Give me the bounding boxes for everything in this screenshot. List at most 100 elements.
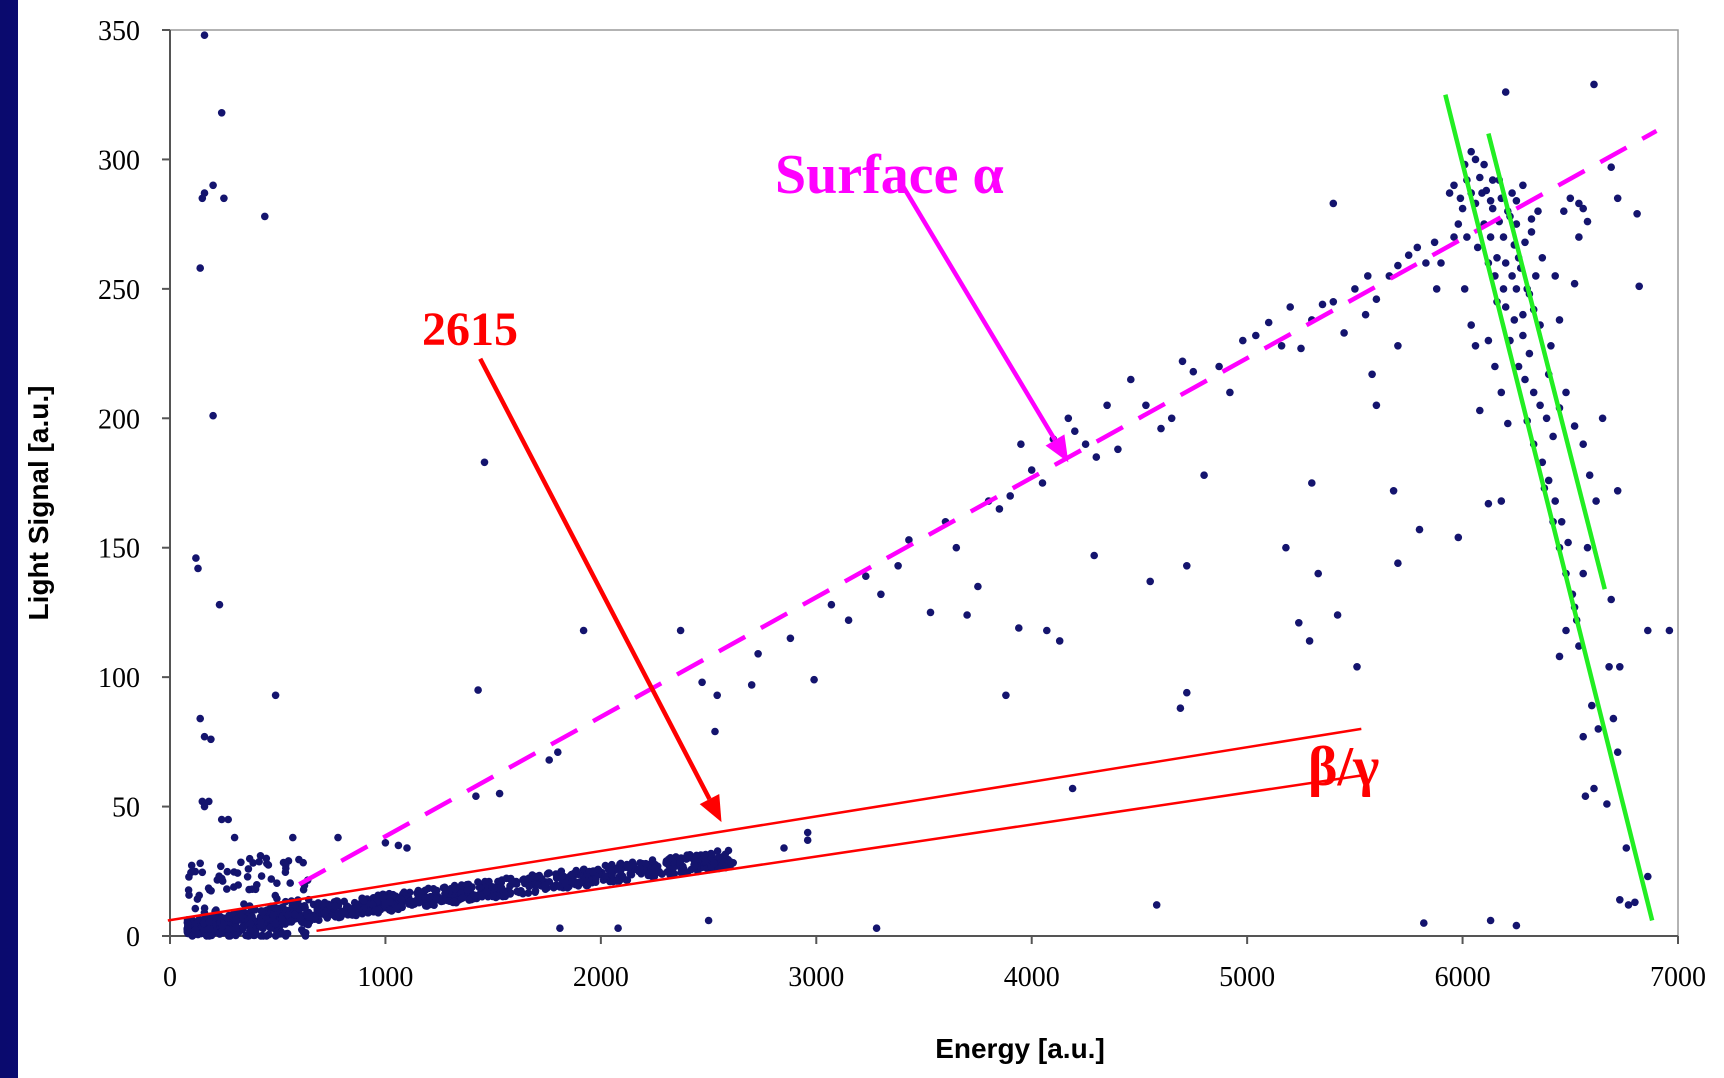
data-point — [1622, 844, 1631, 852]
data-point — [1445, 189, 1454, 197]
data-point — [1497, 497, 1506, 505]
data-point — [724, 846, 733, 855]
data-point — [1043, 626, 1051, 635]
data-point — [271, 920, 280, 928]
data-point — [713, 847, 722, 855]
data-point — [691, 862, 699, 870]
data-point — [1152, 901, 1161, 909]
data-point — [754, 650, 762, 658]
data-point — [240, 900, 248, 908]
data-point — [196, 264, 204, 272]
data-point — [470, 891, 479, 900]
data-point — [642, 859, 650, 868]
data-point — [271, 932, 280, 940]
data-point — [205, 932, 213, 940]
data-point — [1547, 342, 1555, 350]
data-point — [905, 536, 913, 544]
data-point — [1264, 318, 1273, 327]
data-point — [1579, 569, 1587, 578]
data-point — [264, 861, 273, 869]
data-point — [417, 889, 426, 898]
data-point — [1665, 626, 1674, 635]
data-point — [1605, 663, 1613, 671]
data-point — [474, 686, 482, 694]
data-point — [188, 932, 197, 940]
data-point — [200, 732, 209, 741]
data-point — [220, 194, 228, 203]
data-point — [313, 906, 322, 914]
data-point — [1512, 197, 1521, 205]
data-point — [676, 626, 685, 635]
data-point — [1598, 414, 1607, 423]
data-point — [1486, 233, 1495, 241]
data-point — [1454, 533, 1463, 542]
data-point — [534, 881, 542, 889]
y-tick-label: 100 — [98, 663, 140, 694]
data-point — [872, 924, 881, 932]
data-point — [289, 833, 297, 842]
data-point — [1588, 701, 1596, 710]
data-point — [267, 875, 276, 883]
data-point — [1142, 401, 1150, 410]
data-point — [1616, 663, 1624, 671]
data-point — [747, 681, 756, 689]
data-point — [262, 854, 271, 863]
data-point — [1467, 147, 1475, 156]
data-point — [556, 883, 564, 891]
data-point — [1603, 800, 1611, 808]
data-point — [613, 877, 621, 885]
data-point — [1476, 406, 1484, 415]
data-point — [497, 878, 506, 887]
data-point — [278, 930, 287, 938]
data-point — [1333, 611, 1342, 619]
data-point — [1432, 285, 1441, 293]
data-point — [415, 898, 423, 907]
data-point — [296, 913, 304, 921]
data-point — [786, 634, 795, 643]
data-point — [1493, 253, 1501, 262]
line-2615-arrow-head — [699, 793, 722, 823]
data-point — [1314, 569, 1322, 578]
data-point — [1512, 921, 1521, 930]
data-point — [1519, 331, 1527, 340]
data-point — [963, 611, 971, 619]
data-point — [206, 924, 214, 932]
data-point — [1519, 181, 1527, 190]
data-point — [894, 562, 902, 570]
x-tick-label: 7000 — [1650, 962, 1706, 993]
data-point — [650, 872, 659, 881]
data-point — [1609, 714, 1618, 723]
data-point — [1460, 285, 1469, 293]
data-point — [205, 797, 213, 806]
data-point — [1404, 251, 1413, 259]
data-point — [1551, 272, 1559, 280]
data-point — [583, 881, 592, 890]
data-point — [803, 828, 812, 837]
data-point — [540, 881, 549, 890]
data-point — [1501, 88, 1510, 96]
data-point — [258, 908, 267, 917]
data-point — [517, 887, 525, 895]
data-point — [483, 887, 491, 896]
data-point — [1566, 194, 1575, 203]
data-point — [1027, 466, 1036, 474]
data-point — [231, 923, 240, 932]
data-point — [1467, 321, 1475, 329]
data-point — [1239, 336, 1247, 345]
data-point — [708, 850, 716, 858]
data-point — [237, 858, 245, 867]
data-point — [1613, 487, 1622, 495]
data-point — [207, 735, 215, 744]
data-point — [191, 904, 200, 913]
data-point — [1286, 303, 1294, 311]
data-point — [1549, 432, 1557, 441]
data-point — [347, 905, 356, 914]
axes — [162, 29, 1679, 944]
data-point — [545, 756, 553, 764]
data-point — [1575, 199, 1583, 208]
data-point — [246, 926, 254, 935]
data-point — [1491, 362, 1499, 371]
data-point — [397, 895, 406, 904]
data-point — [425, 894, 434, 902]
data-point — [397, 902, 406, 910]
